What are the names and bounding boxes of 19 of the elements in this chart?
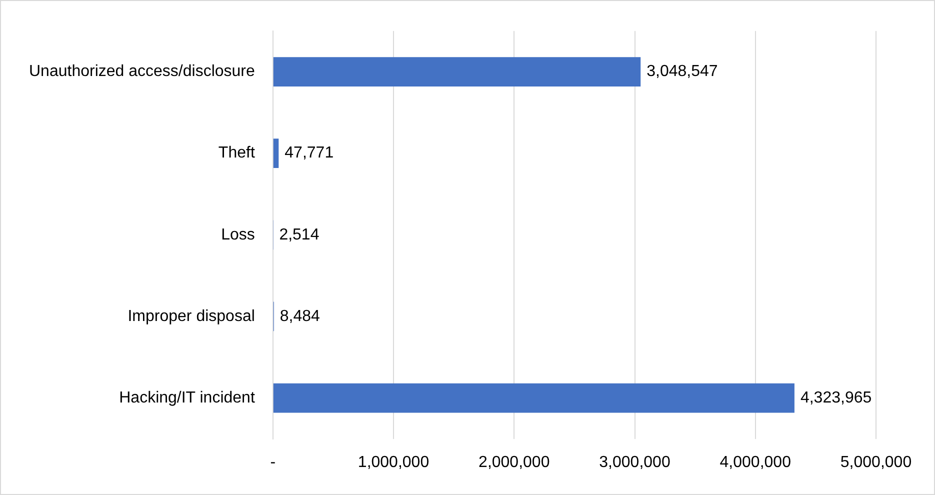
x-tick-label: 2,000,000 bbox=[478, 454, 550, 471]
x-tick-label: 5,000,000 bbox=[840, 454, 912, 471]
x-tick-label: 4,000,000 bbox=[720, 454, 792, 471]
x-tick-label: 1,000,000 bbox=[358, 454, 430, 471]
y-tick-label: Improper disposal bbox=[128, 308, 255, 325]
bar bbox=[273, 57, 641, 86]
bar bbox=[273, 383, 794, 413]
data-label: 8,484 bbox=[280, 308, 320, 325]
data-label: 4,323,965 bbox=[800, 389, 872, 406]
y-tick-label: Unauthorized access/disclosure bbox=[29, 63, 255, 80]
data-label: 47,771 bbox=[284, 144, 334, 162]
y-tick-label: Theft bbox=[218, 144, 256, 162]
x-tick-label: 3,000,000 bbox=[599, 454, 670, 471]
data-label: 3,048,547 bbox=[646, 63, 718, 80]
data-label: 2,514 bbox=[279, 226, 320, 244]
bar bbox=[273, 138, 279, 168]
y-tick-label: Loss bbox=[221, 226, 255, 244]
y-tick-label: Hacking/IT incident bbox=[119, 389, 256, 406]
x-tick-label: - bbox=[270, 454, 276, 471]
